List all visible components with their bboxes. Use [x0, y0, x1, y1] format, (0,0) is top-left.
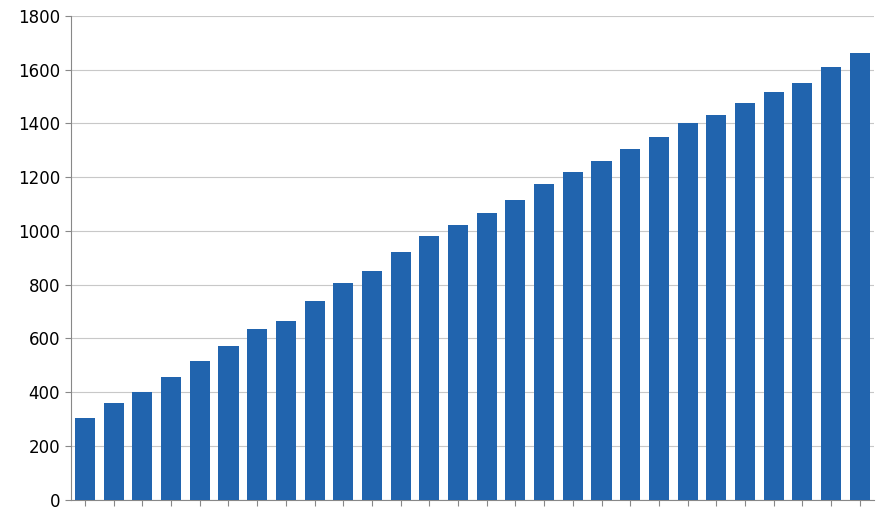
Bar [448, 226, 468, 500]
Bar [275, 321, 296, 500]
Bar [477, 214, 497, 500]
Bar [190, 361, 210, 500]
Bar [677, 123, 698, 500]
Bar [764, 93, 784, 500]
Bar [562, 171, 583, 500]
Bar [75, 418, 95, 500]
Bar [362, 271, 382, 500]
Bar [505, 200, 525, 500]
Bar [620, 149, 640, 500]
Bar [419, 236, 440, 500]
Bar [218, 347, 238, 500]
Bar [849, 54, 870, 500]
Bar [161, 377, 181, 500]
Bar [247, 329, 268, 500]
Bar [333, 284, 353, 500]
Bar [649, 137, 669, 500]
Bar [735, 103, 755, 500]
Bar [706, 115, 727, 500]
Bar [792, 83, 812, 500]
Bar [132, 392, 153, 500]
Bar [103, 403, 124, 500]
Bar [534, 184, 555, 500]
Bar [592, 161, 612, 500]
Bar [305, 301, 325, 500]
Bar [821, 67, 841, 500]
Bar [390, 252, 411, 500]
